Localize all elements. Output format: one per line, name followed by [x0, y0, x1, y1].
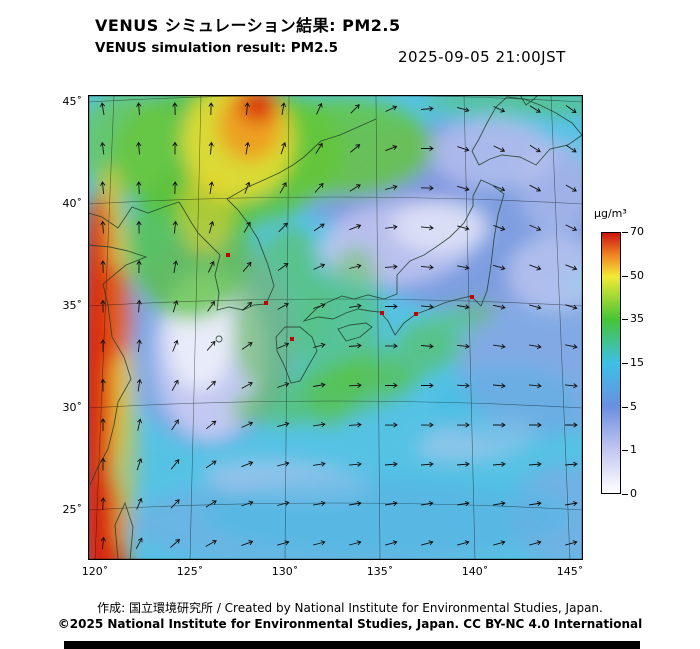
credit-line: 作成: 国立環境研究所 / Created by National Instit…: [97, 601, 603, 615]
colorbar-tick-label: 50: [630, 268, 644, 282]
lon-tick-label: 125˚: [176, 565, 204, 578]
lon-tick-label: 145˚: [556, 565, 584, 578]
city-markers: [226, 253, 474, 341]
lon-tick-label: 120˚: [81, 565, 109, 578]
colorbar-tick-mark: [622, 319, 628, 321]
colorbar-tick-mark: [622, 406, 628, 408]
colorbar-tick-mark: [622, 450, 628, 452]
lon-tick-label: 135˚: [366, 565, 394, 578]
map-frame: [88, 95, 583, 560]
colorbar-tick-mark: [622, 494, 628, 495]
city-marker: [470, 295, 474, 299]
license-line: ©2025 National Institute for Environment…: [57, 617, 643, 631]
city-marker: [264, 301, 268, 305]
lat-tick-label: 25˚: [62, 503, 83, 516]
page-title-english: VENUS simulation result: PM2.5: [95, 40, 338, 56]
colorbar-tick-mark: [622, 232, 628, 233]
lat-tick-label: 35˚: [62, 299, 83, 312]
heatmap-layer: [88, 95, 583, 560]
lat-tick-label: 45˚: [62, 95, 83, 108]
pm25-map-plot: [88, 95, 583, 560]
colorbar-tick-label: 0: [630, 487, 637, 500]
colorbar-tick-mark: [622, 363, 628, 364]
lat-tick-label: 40˚: [62, 197, 83, 210]
wind-arrows-layer: [99, 102, 578, 550]
city-marker: [380, 311, 384, 315]
colorbar-tick-label: 5: [630, 399, 637, 413]
colorbar-tick-label: 1: [630, 443, 637, 457]
bottom-black-bar: [64, 641, 640, 649]
map-canvas: [88, 95, 583, 560]
city-marker: [226, 253, 230, 257]
city-marker: [290, 337, 294, 341]
colorbar-gradient: [601, 232, 621, 494]
lon-tick-label: 140˚: [461, 565, 489, 578]
lon-tick-label: 130˚: [271, 565, 299, 578]
page-title-japanese: VENUS シミュレーション結果: PM2.5: [95, 16, 401, 35]
colorbar-tick-label: 35: [630, 312, 644, 326]
colorbar-unit-label: µg/m³: [594, 207, 627, 220]
valid-time-label: 2025-09-05 21:00JST: [398, 48, 566, 66]
colorbar-tick-label: 70: [630, 225, 644, 238]
colorbar-tick-label: 15: [630, 356, 644, 369]
lat-tick-label: 30˚: [62, 401, 83, 414]
colorbar-tick-mark: [622, 275, 628, 277]
city-marker: [414, 312, 418, 316]
